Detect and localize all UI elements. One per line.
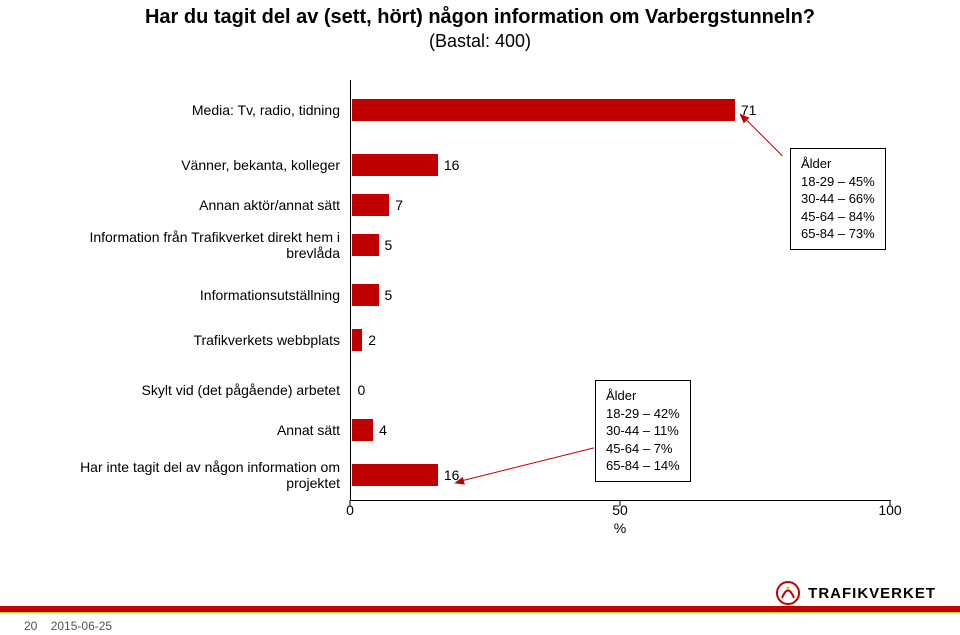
bar [352,154,438,176]
bar-value: 2 [368,332,376,348]
chart-row: Skylt vid (det pågående) arbetet 0 [40,370,920,410]
x-ticks: 050100 [350,502,890,522]
page-subtitle: (Bastal: 400) [0,31,960,52]
callout-line: 18-29 – 42% [606,405,680,423]
callout-line: 65-84 – 14% [606,457,680,475]
page-number: 20 [24,619,37,633]
chart-row: Annan aktör/annat sätt 7 [40,185,920,225]
brand-name: TRAFIKVERKET [808,585,936,602]
logo-icon [776,581,800,605]
x-tick-label: 100 [878,502,901,518]
chart-row: Informationsutställning 5 [40,275,920,315]
callout-line: 30-44 – 11% [606,422,680,440]
category-label: Trafikverkets webbplats [40,332,340,348]
x-axis-label: % [350,520,890,536]
callout-age-bottom: Ålder 18-29 – 42% 30-44 – 11% 45-64 – 7%… [595,380,691,482]
category-label: Vänner, bekanta, kolleger [40,157,340,173]
x-tick-label: 50 [612,502,628,518]
category-label: Informationsutställning [40,287,340,303]
callout-line: 18-29 – 45% [801,173,875,191]
callout-title: Ålder [801,155,875,173]
bar-value: 5 [385,237,393,253]
bar-value: 7 [395,197,403,213]
bar-value: 5 [385,287,393,303]
bar [352,284,379,306]
category-label: Annat sätt [40,422,340,438]
category-label: Har inte tagit del av någon information … [40,459,340,491]
chart-row: Information från Trafikverket direkt hem… [40,225,920,265]
callout-line: 45-64 – 84% [801,208,875,226]
brand-stripe [0,606,960,613]
page-date: 2015-06-25 [51,619,112,633]
bar [352,329,363,351]
chart-row: Trafikverkets webbplats 2 [40,320,920,360]
category-label: Media: Tv, radio, tidning [40,102,340,118]
bar [352,194,390,216]
category-label: Skylt vid (det pågående) arbetet [40,382,340,398]
bar [352,234,379,256]
bar-chart: Media: Tv, radio, tidning71 Vänner, bekan… [40,80,920,540]
bar-value: 16 [444,157,460,173]
callout-line: 65-84 – 73% [801,225,875,243]
brand-logo: TRAFIKVERKET [776,581,936,605]
chart-row: Media: Tv, radio, tidning71 [40,90,920,130]
chart-row: Vänner, bekanta, kolleger 16 [40,145,920,185]
category-label: Information från Trafikverket direkt hem… [40,229,340,261]
bar [352,99,735,121]
page-meta: 20 2015-06-25 [24,619,112,633]
bar [352,419,374,441]
callout-line: 30-44 – 66% [801,190,875,208]
x-tick-label: 0 [346,502,354,518]
callout-age-top: Ålder 18-29 – 45% 30-44 – 66% 45-64 – 84… [790,148,886,250]
chart-row: Annat sätt 4 [40,410,920,450]
callout-title: Ålder [606,387,680,405]
bar-value: 0 [358,382,366,398]
bar-value: 4 [379,422,387,438]
category-label: Annan aktör/annat sätt [40,197,340,213]
page-title: Har du tagit del av (sett, hört) någon i… [0,0,960,29]
callout-line: 45-64 – 7% [606,440,680,458]
bar [352,464,438,486]
